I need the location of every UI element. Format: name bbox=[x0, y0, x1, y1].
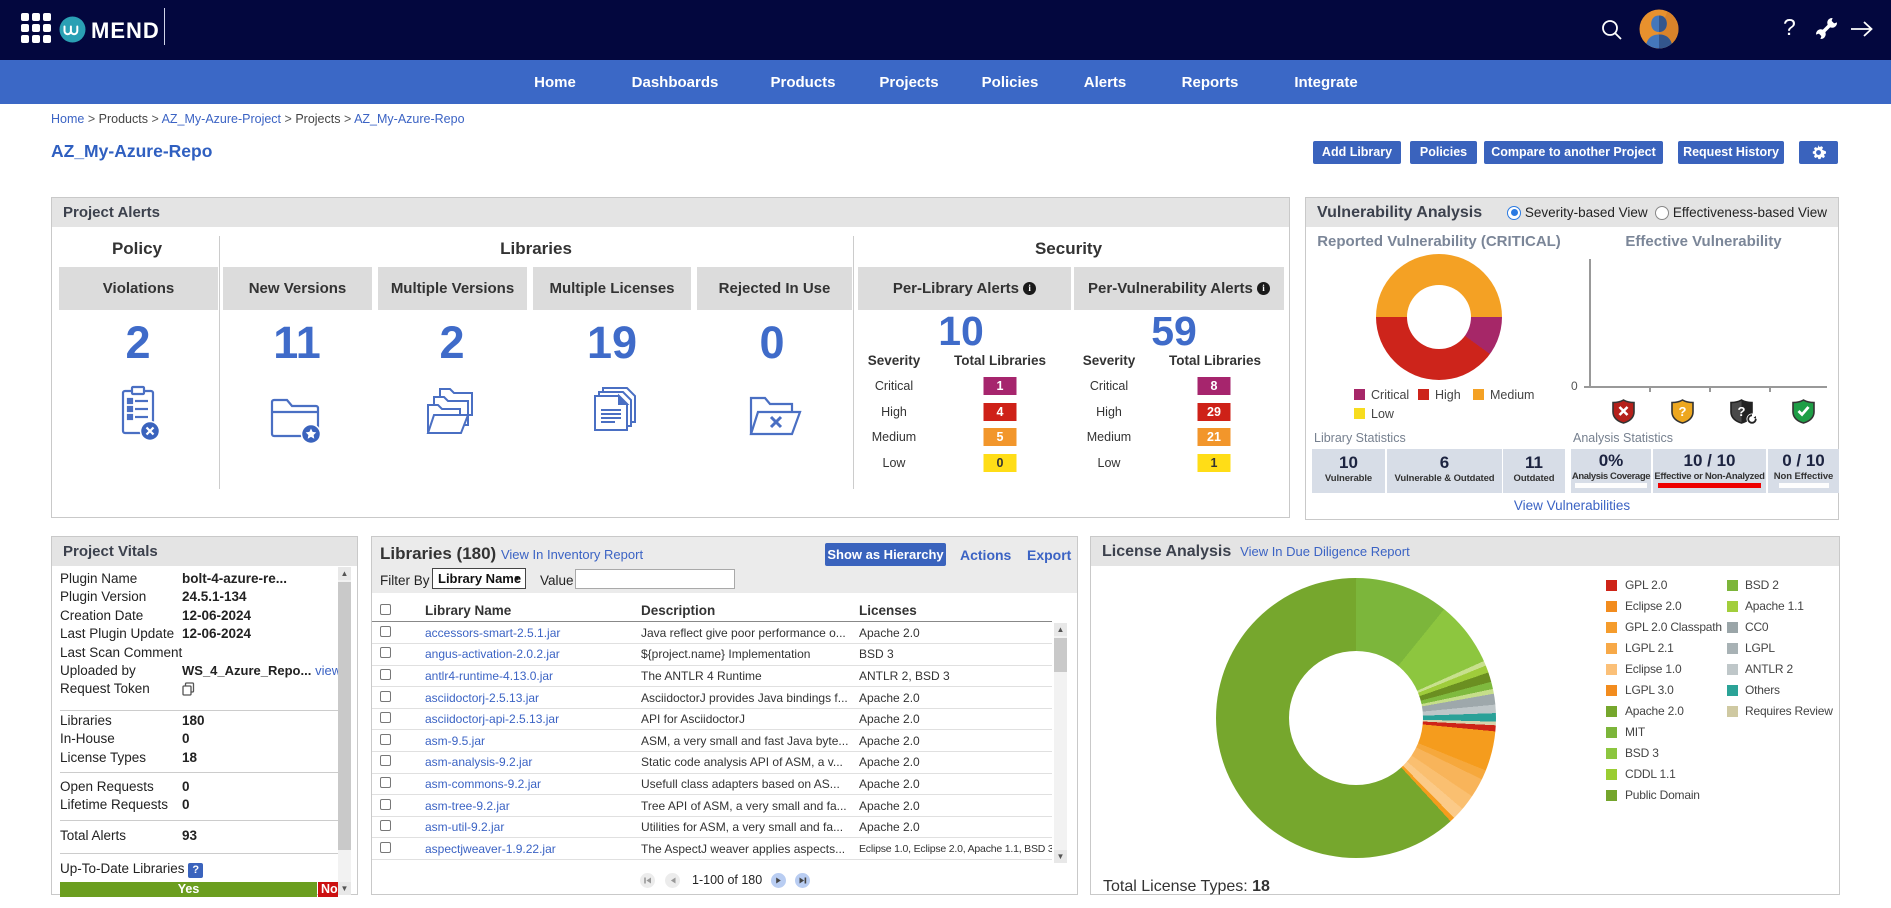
svg-text:?: ? bbox=[1738, 404, 1746, 419]
svg-text:?: ? bbox=[1679, 404, 1687, 419]
